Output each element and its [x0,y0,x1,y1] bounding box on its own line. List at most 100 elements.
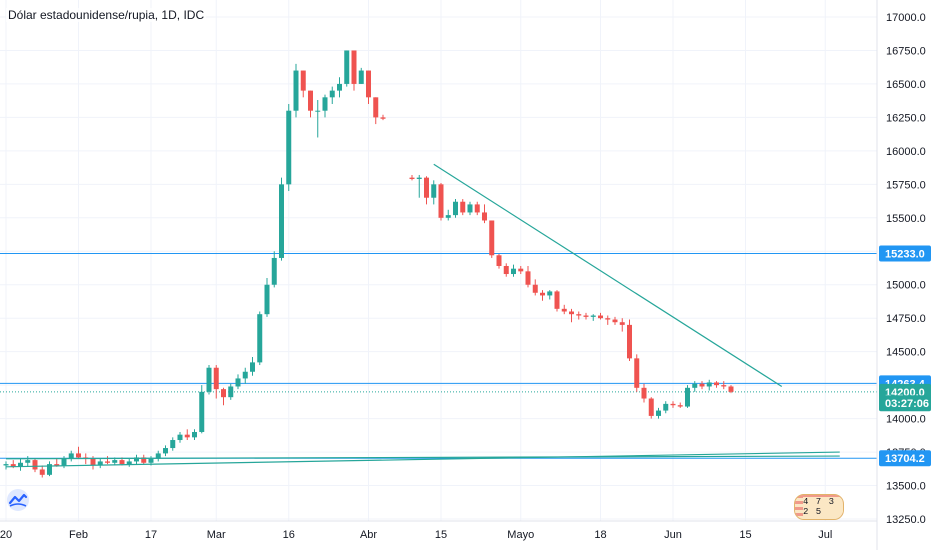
candle-body [279,184,284,258]
candle-body [242,371,248,379]
candle-body [184,434,190,438]
price-badge-bg [879,450,931,467]
candle-body [583,315,589,317]
candle [192,429,197,441]
candle [177,431,183,443]
candle [590,314,596,321]
candle [467,201,473,216]
candle-body [213,367,219,390]
candle [163,445,168,457]
candle [540,290,545,301]
candle [242,367,248,384]
candle-body [192,431,197,438]
price-badge-label: 03:27:06 [885,398,929,410]
candle [308,90,313,118]
candle [598,312,603,320]
trend-line [5,455,840,460]
candle [32,458,38,473]
x-tick-label: 15 [739,529,751,541]
y-tick-label: 14750.0 [886,313,926,325]
candle-body [97,461,103,466]
candle-body [699,383,705,387]
y-tick-label: 15000.0 [886,280,926,292]
candle-body [670,403,676,406]
candle-body [692,383,698,388]
candle [235,374,241,390]
candle-body [257,314,263,363]
candle [351,50,357,91]
candle [170,437,176,451]
candle [264,278,270,317]
candle-body [119,460,125,465]
candle [554,290,560,312]
y-tick-label: 16250.0 [886,112,926,124]
candle-body [590,315,596,317]
candle [126,458,132,467]
candle-body [438,184,444,218]
candle [706,379,712,391]
candle [213,365,219,399]
candle-body [728,386,734,392]
candle [699,381,705,390]
candle-body [329,90,335,98]
candle [134,454,139,465]
candle [612,316,618,325]
candle [3,461,9,470]
candle [105,456,110,465]
candle-body [474,204,480,213]
candle-body [525,271,531,285]
candle [677,402,683,408]
y-tick-label: 14000.0 [886,414,926,426]
trend-line [433,163,783,387]
x-tick-label: Feb [69,529,88,541]
candle-body [511,268,516,275]
candle [424,176,429,205]
candle-body [39,469,45,475]
trend-lines [5,163,840,468]
candle-body [337,83,342,91]
candle-body [112,460,118,463]
candle-body [627,324,632,359]
candle [155,450,161,462]
candle-body [685,387,690,407]
candle [250,357,255,376]
time-axis[interactable]: 20 Feb 17 Mar 16 Abr 15 Mayo 18 Jun 15 Jul [0,529,832,541]
y-tick-label: 16000.0 [886,146,926,158]
candle [322,94,328,118]
candle [18,458,23,471]
candle-body [467,204,473,213]
y-tick-label: 13500.0 [886,481,926,493]
candle-body [634,358,640,388]
x-tick-label: 17 [145,529,157,541]
candle [714,381,719,388]
trend-line [5,451,840,468]
candle-body [547,291,553,296]
candle [532,279,538,296]
candlestick-series [3,50,734,478]
flag-counter-badge: 4 7 3 2 5 [794,494,844,520]
price-badge-bg [879,395,931,412]
candle [286,104,292,192]
candle [409,174,415,181]
price-badge-bg [879,245,931,262]
price-axis[interactable]: 13250.013500.013750.014000.014250.014500… [886,12,926,526]
candle [76,446,81,459]
candle [47,461,52,477]
candle-body [32,460,38,470]
x-tick-label: 18 [594,529,606,541]
candle-body [721,385,727,387]
candle-body [170,440,176,449]
candle-body [68,453,74,459]
candle [569,308,574,323]
candle-body [641,387,647,399]
candle [293,63,299,118]
tradingview-logo-icon[interactable] [6,488,30,512]
candle-body [663,403,669,411]
candle-body [714,382,719,386]
candle-body [18,462,23,467]
candle-body [286,110,292,185]
candle [279,177,284,261]
candle-body [677,405,683,407]
candle-body [148,458,154,463]
